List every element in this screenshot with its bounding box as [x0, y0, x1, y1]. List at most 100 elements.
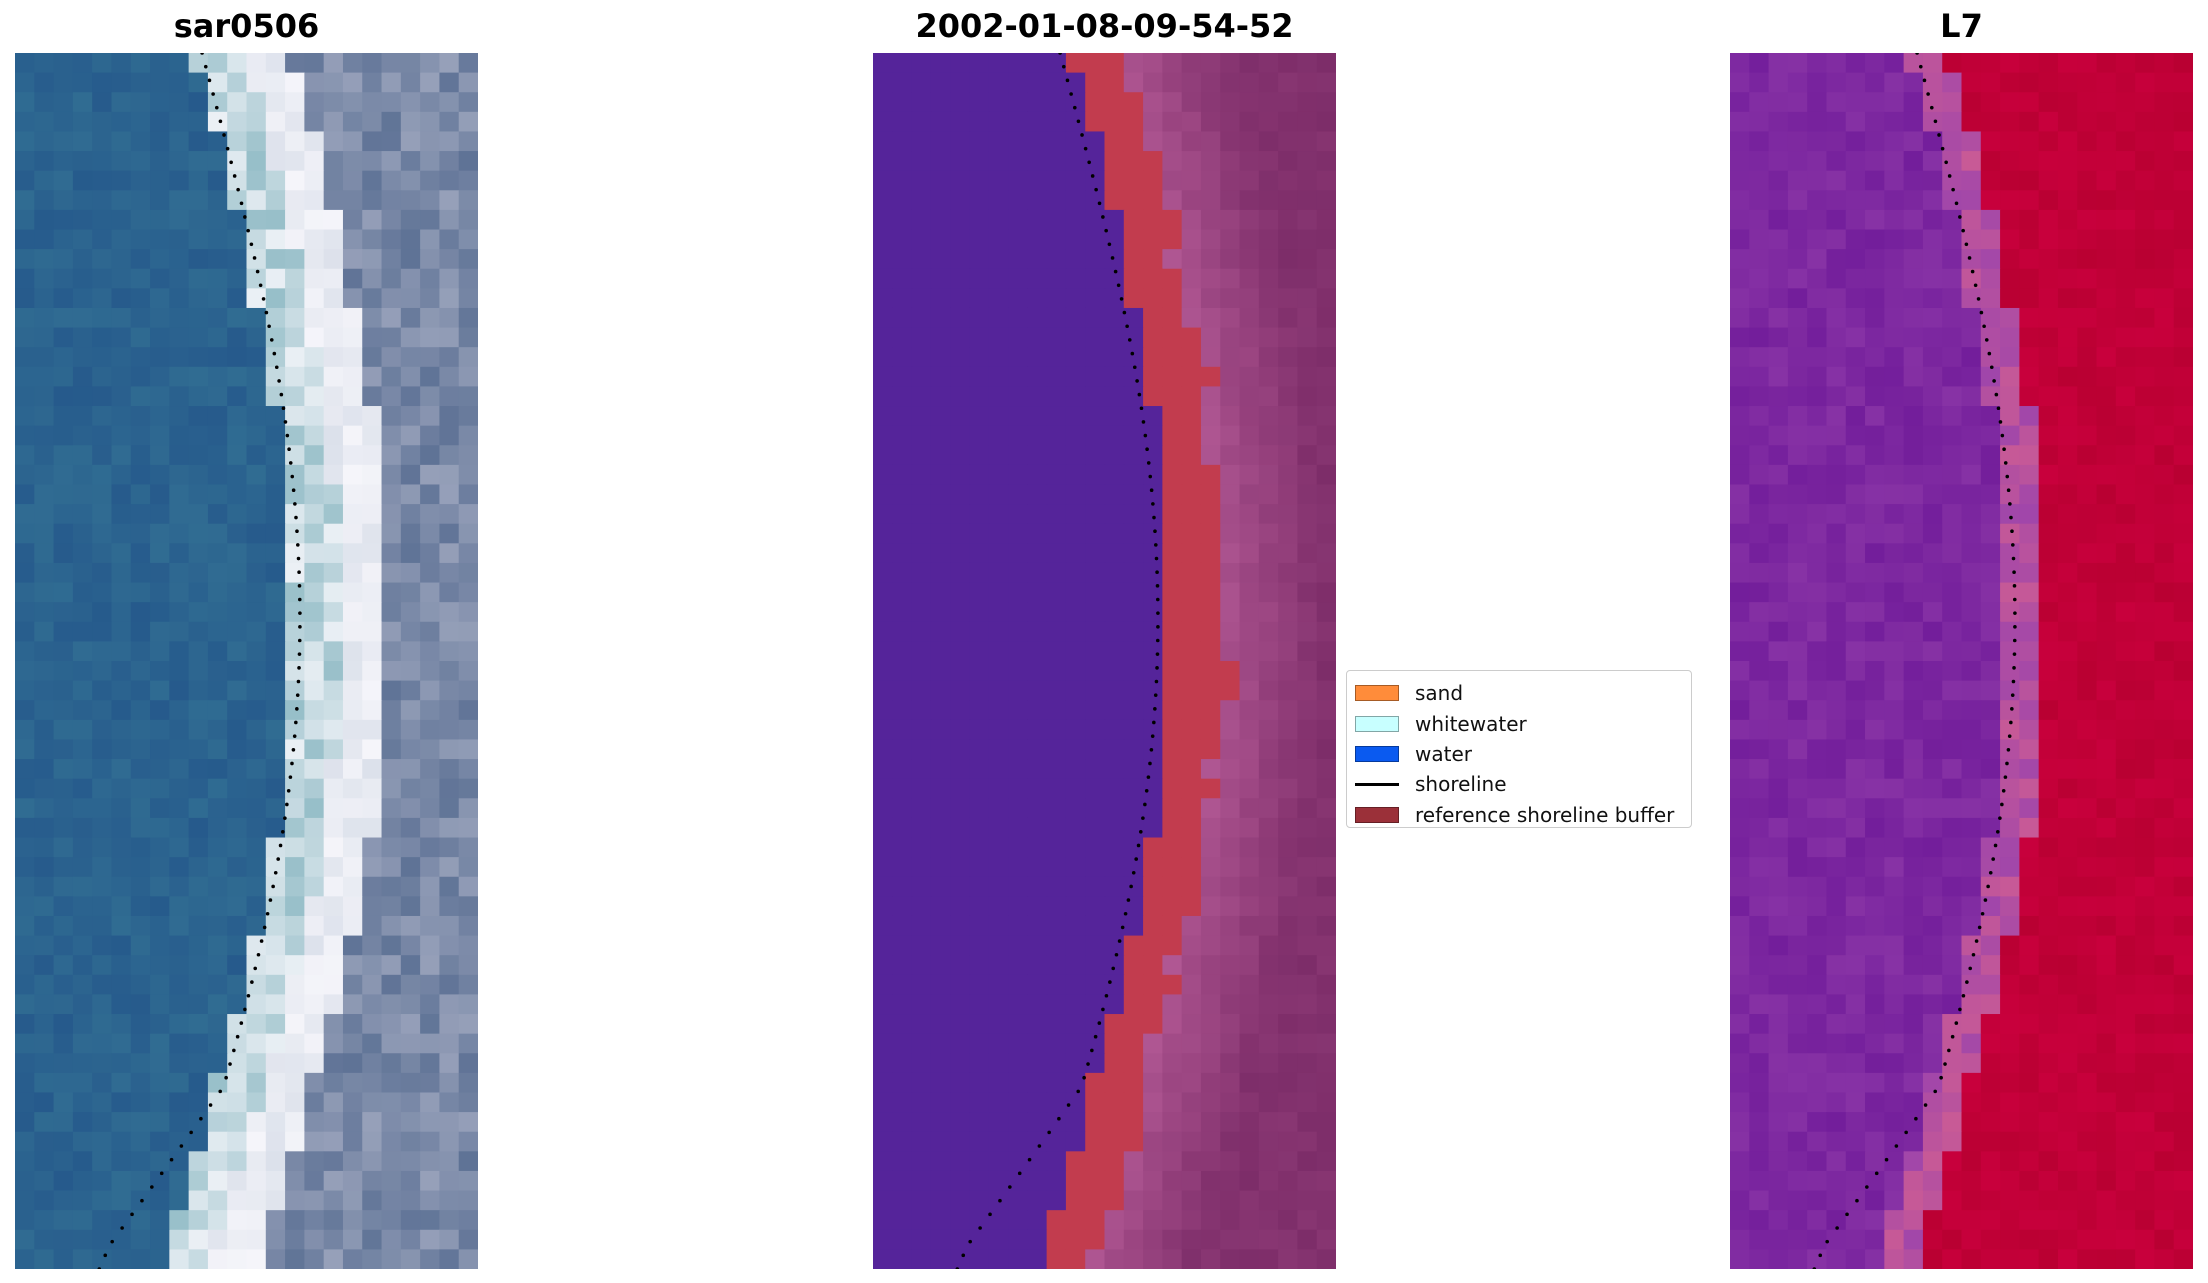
pixel-cell — [1826, 111, 1847, 133]
pixel-cell — [1961, 464, 1982, 486]
pixel-cell — [150, 778, 170, 799]
pixel-cell — [1258, 327, 1279, 348]
pixel-cell — [1085, 817, 1106, 839]
pixel-cell — [2154, 92, 2175, 113]
pixel-cell — [1297, 602, 1318, 623]
pixel-cell — [1239, 1229, 1260, 1250]
pixel-cell — [246, 170, 267, 191]
pixel-cell — [1768, 1151, 1789, 1172]
pixel-cell — [2057, 484, 2078, 505]
pixel-cell — [15, 1092, 35, 1113]
pixel-cell — [1046, 562, 1067, 584]
shoreline-dot — [2012, 584, 2017, 588]
pixel-cell — [381, 1170, 402, 1192]
pixel-cell — [34, 837, 55, 858]
pixel-cell — [1749, 111, 1770, 133]
pixel-cell — [34, 504, 55, 525]
pixel-cell — [1278, 641, 1299, 662]
pixel-cell — [1922, 1131, 1943, 1152]
pixel-cell — [1143, 680, 1163, 701]
pixel-cell — [1123, 1072, 1144, 1094]
pixel-cell — [130, 229, 151, 250]
pixel-cell — [342, 53, 363, 74]
pixel-cell — [1181, 347, 1202, 368]
pixel-cell — [15, 92, 35, 113]
pixel-cell — [1123, 974, 1144, 996]
pixel-cell — [130, 582, 151, 603]
pixel-cell — [2115, 1053, 2136, 1074]
pixel-cell — [342, 464, 363, 486]
shoreline-dot — [1076, 119, 1081, 124]
pixel-cell — [130, 1053, 151, 1074]
pixel-cell — [1278, 151, 1299, 172]
pixel-cell — [1278, 92, 1299, 113]
pixel-cell — [1845, 53, 1866, 74]
pixel-cell — [1220, 131, 1241, 152]
pixel-cell — [1787, 327, 1808, 348]
pixel-cell — [911, 209, 932, 231]
pixel-cell — [1942, 1131, 1963, 1152]
pixel-cell — [988, 347, 1009, 368]
pixel-cell — [1297, 92, 1318, 113]
pixel-cell — [1942, 445, 1963, 466]
pixel-cell — [1961, 366, 1982, 388]
pixel-cell — [169, 53, 190, 74]
pixel-cell — [1961, 1210, 1982, 1231]
pixel-cell — [2038, 582, 2059, 603]
pixel-cell — [439, 621, 460, 642]
pixel-cell — [1123, 53, 1144, 74]
pixel-cell — [969, 915, 990, 937]
pixel-cell — [930, 700, 951, 721]
pixel-cell — [1942, 366, 1963, 388]
pixel-cell — [130, 798, 151, 819]
pixel-cell — [400, 837, 421, 858]
pixel-cell — [873, 1014, 893, 1035]
pixel-cell — [265, 719, 286, 741]
pixel-cell — [2038, 464, 2059, 486]
pixel-cell — [969, 974, 990, 996]
pixel-cell — [2154, 484, 2175, 505]
pixel-cell — [2038, 700, 2059, 721]
pixel-cell — [2057, 92, 2078, 113]
pixel-cell — [1085, 1014, 1106, 1035]
pixel-cell — [246, 1112, 267, 1133]
pixel-cell — [246, 1170, 267, 1192]
pixel-cell — [950, 896, 971, 917]
pixel-cell — [323, 1131, 344, 1152]
pixel-cell — [53, 1112, 74, 1133]
pixel-cell — [265, 1033, 286, 1054]
pixel-cell — [1316, 268, 1336, 289]
pixel-cell — [2135, 1053, 2156, 1074]
pixel-cell — [207, 896, 228, 917]
pixel-cell — [1749, 955, 1770, 976]
pixel-cell — [1865, 484, 1885, 505]
pixel-cell — [1239, 719, 1260, 741]
pixel-cell — [400, 602, 421, 623]
pixel-cell — [1730, 249, 1750, 270]
pixel-cell — [1104, 994, 1125, 1015]
pixel-cell — [72, 817, 93, 839]
pixel-cell — [2077, 543, 2098, 564]
pixel-cell — [1807, 1151, 1828, 1172]
classified-image — [873, 53, 1336, 1269]
pixel-cell — [265, 798, 286, 819]
pixel-cell — [1027, 562, 1048, 584]
pixel-cell — [1884, 562, 1905, 584]
pixel-cell — [1104, 582, 1125, 603]
pixel-cell — [1768, 1112, 1789, 1133]
pixel-cell — [1162, 327, 1183, 348]
pixel-cell — [1768, 641, 1789, 662]
pixel-cell — [285, 347, 305, 368]
pixel-cell — [130, 53, 151, 74]
pixel-cell — [188, 680, 209, 701]
pixel-cell — [285, 1112, 305, 1133]
pixel-cell — [1787, 661, 1808, 682]
pixel-cell — [1316, 209, 1336, 231]
pixel-cell — [988, 876, 1009, 897]
pixel-cell — [1865, 1170, 1885, 1192]
pixel-cell — [439, 915, 460, 937]
pixel-cell — [2038, 288, 2059, 309]
pixel-cell — [1008, 1249, 1028, 1269]
pixel-cell — [1278, 876, 1299, 897]
pixel-cell — [150, 209, 170, 231]
